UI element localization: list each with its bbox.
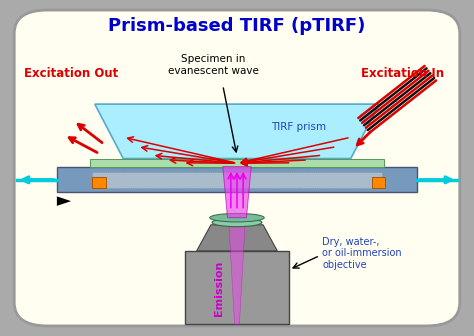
Ellipse shape	[212, 218, 262, 227]
Polygon shape	[197, 225, 277, 251]
Text: Dry, water-,
or oil-immersion
objective: Dry, water-, or oil-immersion objective	[322, 237, 402, 270]
Text: Excitation Out: Excitation Out	[24, 67, 118, 80]
Polygon shape	[223, 167, 251, 218]
FancyBboxPatch shape	[14, 10, 460, 326]
Text: TIRF prism: TIRF prism	[271, 122, 326, 132]
Bar	[92, 172, 382, 188]
Polygon shape	[95, 104, 379, 159]
Text: Prism-based TIRF (pTIRF): Prism-based TIRF (pTIRF)	[109, 16, 365, 35]
Polygon shape	[57, 197, 71, 206]
Bar	[90, 159, 384, 167]
Bar	[185, 251, 289, 324]
Text: Excitation In: Excitation In	[361, 67, 445, 80]
Ellipse shape	[210, 213, 264, 222]
Text: Emission: Emission	[214, 261, 224, 317]
Bar	[372, 176, 385, 188]
Text: Specimen in
evanescent wave: Specimen in evanescent wave	[168, 54, 259, 76]
Bar	[92, 176, 106, 188]
Bar	[57, 167, 417, 192]
Polygon shape	[228, 218, 246, 324]
